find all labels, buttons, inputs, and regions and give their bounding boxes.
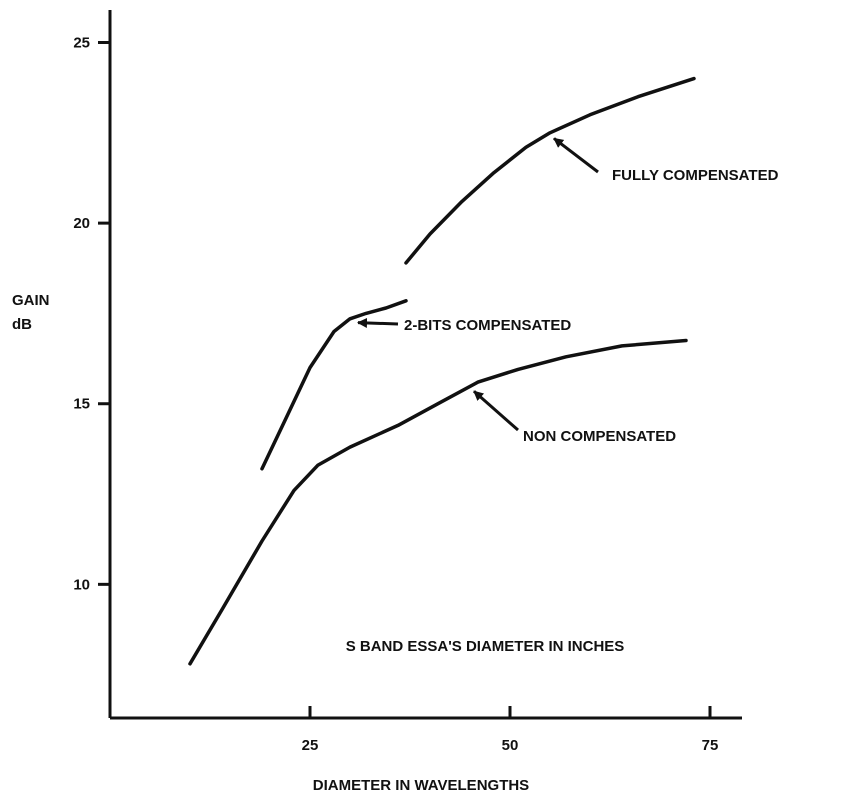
x-tick-label: 75	[702, 737, 719, 754]
series-line	[188, 338, 688, 666]
y-tick-label: 10	[73, 576, 90, 593]
x-tick-label: 25	[302, 737, 319, 754]
x-tick-label: 50	[502, 737, 519, 754]
series-line	[260, 299, 408, 471]
annotation-arrow	[473, 390, 519, 432]
annotation-arrow	[553, 137, 599, 174]
y-axis-title-line2: dB	[12, 316, 32, 333]
annotation-label: NON COMPENSATED	[523, 428, 676, 445]
y-tick-label: 20	[73, 215, 90, 232]
annotation-label: 2-BITS COMPENSATED	[404, 317, 571, 334]
y-axis-title-line1: GAIN	[12, 292, 50, 309]
y-tick-label: 25	[73, 35, 90, 52]
chart-caption: S BAND ESSA'S DIAMETER IN INCHES	[346, 638, 625, 655]
x-axis-title: DIAMETER IN WAVELENGTHS	[313, 777, 529, 794]
annotations: FULLY COMPENSATED 2-BITS COMPENSATED NON C…	[357, 137, 779, 445]
y-tick-label: 15	[73, 396, 90, 413]
series-line	[404, 76, 696, 265]
annotation-label: FULLY COMPENSATED	[612, 167, 779, 184]
annotation-arrow	[357, 317, 399, 328]
axis-ticks: 10 15 20 25 25 50 75	[73, 35, 718, 754]
series-lines	[188, 76, 696, 666]
